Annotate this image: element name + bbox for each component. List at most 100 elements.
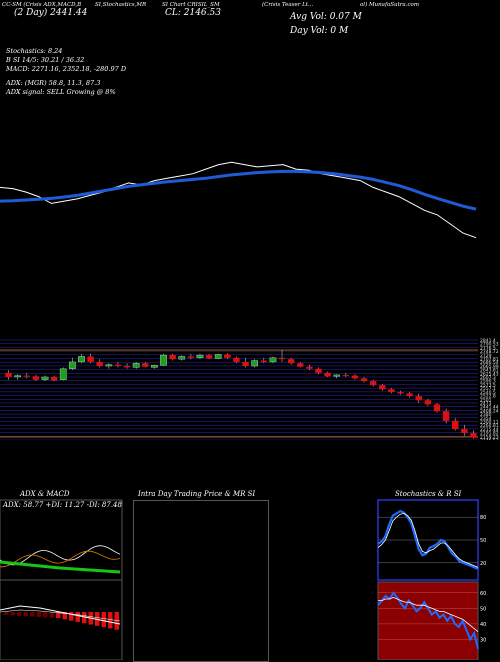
candle-body <box>224 354 231 358</box>
rsi-tick-label: 50 <box>480 606 486 612</box>
macd-histogram-bar <box>23 612 28 617</box>
candle-body <box>379 385 386 390</box>
header-right1: (Crisis Teaser Lt... <box>262 2 314 8</box>
y-tick-label: 2473 <box>480 401 492 407</box>
candle-body <box>78 356 85 363</box>
rsi-info: B SI 14/5: 30.21 / 36.32 <box>6 56 85 64</box>
candle-body <box>360 378 368 382</box>
y-tick-label: 2607.3 <box>480 375 496 381</box>
y-tick-label: 2748.72 <box>480 349 499 355</box>
macd-histogram-bar <box>36 612 41 617</box>
y-tick-label: 2643.81 <box>480 368 499 374</box>
close-line: CL: 2146.53 <box>165 8 221 18</box>
macd-info: MACD: 2271.16, 2352.18, -280.97 D <box>6 65 127 73</box>
candle-body <box>397 392 404 394</box>
candle-body <box>278 357 286 360</box>
candle-body <box>324 372 331 377</box>
candle-body <box>442 411 450 421</box>
candle-body <box>297 363 304 367</box>
candlestick-chart: 2841.42790.532776.52748.7227292707.81268… <box>0 338 499 440</box>
stoch-slow-line <box>377 512 479 568</box>
candle-body <box>369 381 377 386</box>
header-left: CC-SM (Crisis ADX,MACD,B <box>2 2 82 8</box>
price-series-line <box>0 161 477 239</box>
macd-histogram-bar <box>108 612 113 629</box>
y-tick-label: 2408.24 <box>480 408 499 414</box>
candle-body <box>114 364 122 367</box>
candle-body <box>23 375 30 377</box>
candle-body <box>452 420 459 430</box>
candle-body <box>142 363 149 367</box>
intraday-box <box>133 500 269 662</box>
candle-body <box>351 375 359 379</box>
candle-body <box>187 356 195 358</box>
candle-body <box>151 365 158 368</box>
y-tick-label: 2191.82 <box>480 431 499 437</box>
header-mid2: SI Chart CRISIL_SM <box>162 2 220 8</box>
stoch-tick-label: 50 <box>480 538 486 544</box>
stoch-fast-line <box>377 509 479 570</box>
macd-histogram-bar <box>75 612 80 622</box>
macd-histogram-bar <box>43 612 48 618</box>
candle-body <box>269 357 277 363</box>
y-tick-label: 2686.54 <box>480 360 499 366</box>
candle-body <box>424 400 432 405</box>
macd-histogram-bar <box>95 612 100 626</box>
y-tick-label: 2776.5 <box>480 345 496 351</box>
intraday-title: Intra Day Trading Price & MR SI <box>138 490 256 498</box>
stochastics-info: Stochastics: 8.24 <box>6 47 63 55</box>
header-mid1: SI,Stochastics,MR <box>95 2 147 8</box>
adx-macd-title: ADX & MACD <box>20 490 70 498</box>
adx-values: ADX: 58.77 +DI: 11.27 -DI: 87.48 <box>3 501 122 509</box>
candle-body <box>59 368 67 380</box>
candle-body <box>87 356 94 362</box>
y-tick-label: 2441.44 <box>480 405 499 411</box>
candle-body <box>251 360 259 367</box>
y-tick-label: 2557.1 <box>480 386 496 392</box>
macd-histogram-bar <box>49 612 54 618</box>
mrsi-avg-line <box>378 596 479 633</box>
y-tick-label: 2665.99 <box>480 364 499 370</box>
mrsi-line <box>377 591 479 650</box>
candle-body <box>196 354 204 358</box>
adx-info: ADX: (MGR) 58.8, 11.3, 87.3 <box>6 79 101 87</box>
candle-body <box>333 374 341 377</box>
macd-histogram-bar <box>4 612 9 615</box>
candle-body <box>205 355 213 359</box>
candle-body <box>96 361 103 367</box>
macd-histogram-bar <box>10 612 15 616</box>
y-tick-label: 2522.8 <box>480 394 496 400</box>
candle-body <box>388 389 395 393</box>
candle-body <box>315 368 322 373</box>
y-tick-label: 2707.81 <box>480 357 499 363</box>
candle-body <box>433 404 441 412</box>
price-line-chart <box>0 161 477 239</box>
y-tick-label: 2729 <box>480 353 492 359</box>
stoch-tick-label: 20 <box>480 561 486 567</box>
y-tick-label: 2146.53 <box>480 438 499 440</box>
y-tick-label: 2590.3 <box>480 379 496 385</box>
candle-body <box>461 429 468 434</box>
rsi-tick-label: 30 <box>480 637 486 643</box>
candle-body <box>132 363 140 368</box>
moving-average-line <box>0 169 477 211</box>
candle-body <box>14 375 22 378</box>
candle-body <box>32 376 40 380</box>
candle-body <box>287 359 295 364</box>
macd-histogram-bar <box>62 612 67 620</box>
macd-histogram-bar <box>69 612 74 621</box>
adx-signal: ADX signal: SELL Growing @ 8% <box>6 88 116 96</box>
macd-histogram-bar <box>56 612 61 618</box>
y-tick-label: 2573.5 <box>480 382 496 388</box>
y-tick-label: 2501 <box>480 397 492 403</box>
candle-body <box>242 361 249 367</box>
candle-body <box>160 354 167 366</box>
signal-line <box>0 609 121 622</box>
candle-body <box>105 364 113 367</box>
plus-di-line <box>0 550 121 568</box>
y-tick-label: 2300.11 <box>480 419 499 425</box>
macd-line <box>0 605 121 625</box>
y-tick-label: 2625.43 <box>480 371 499 377</box>
day-vol: Day Vol: 0 M <box>290 26 349 36</box>
